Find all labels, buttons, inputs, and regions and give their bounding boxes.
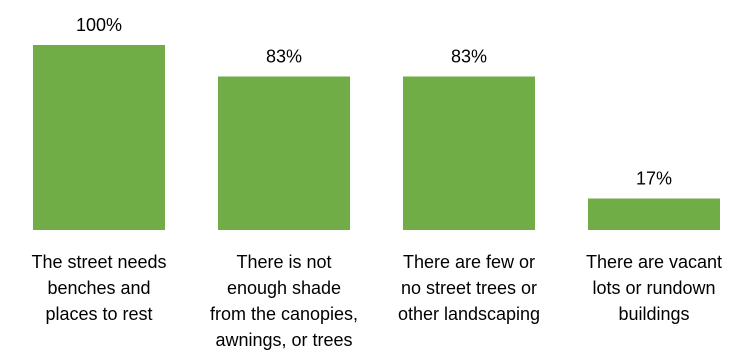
category-label-line: other landscaping bbox=[398, 304, 540, 324]
category-label-line: There are vacant bbox=[586, 252, 722, 272]
value-label-3: 83% bbox=[451, 46, 487, 66]
category-label-2: There is not enough shade from the canopie… bbox=[210, 252, 358, 350]
category-labels-group: The street needs benches and places to res… bbox=[31, 252, 722, 350]
category-label-1: The street needs benches and places to res… bbox=[31, 252, 166, 324]
category-label-line: from the canopies, bbox=[210, 304, 358, 324]
value-label-2: 83% bbox=[266, 46, 302, 66]
bars-group bbox=[33, 45, 720, 230]
category-label-line: places to rest bbox=[45, 304, 152, 324]
category-label-4: There are vacant lots or rundown buildings bbox=[586, 252, 722, 324]
category-label-line: lots or rundown bbox=[592, 278, 715, 298]
value-label-4: 17% bbox=[636, 169, 672, 189]
bar-1 bbox=[33, 45, 165, 230]
category-label-line: benches and bbox=[47, 278, 150, 298]
category-label-line: There is not bbox=[236, 252, 331, 272]
value-labels-group: 100% 83% 83% 17% bbox=[76, 15, 672, 189]
category-label-line: There are few or bbox=[403, 252, 535, 272]
category-label-line: The street needs bbox=[31, 252, 166, 272]
bar-2 bbox=[218, 76, 350, 230]
category-label-3: There are few or no street trees or other … bbox=[398, 252, 540, 324]
category-label-line: buildings bbox=[618, 304, 689, 324]
bar-3 bbox=[403, 76, 535, 230]
bar-4 bbox=[588, 198, 720, 230]
category-label-line: no street trees or bbox=[401, 278, 537, 298]
category-label-line: enough shade bbox=[227, 278, 341, 298]
category-label-line: awnings, or trees bbox=[215, 330, 352, 350]
value-label-1: 100% bbox=[76, 15, 122, 35]
